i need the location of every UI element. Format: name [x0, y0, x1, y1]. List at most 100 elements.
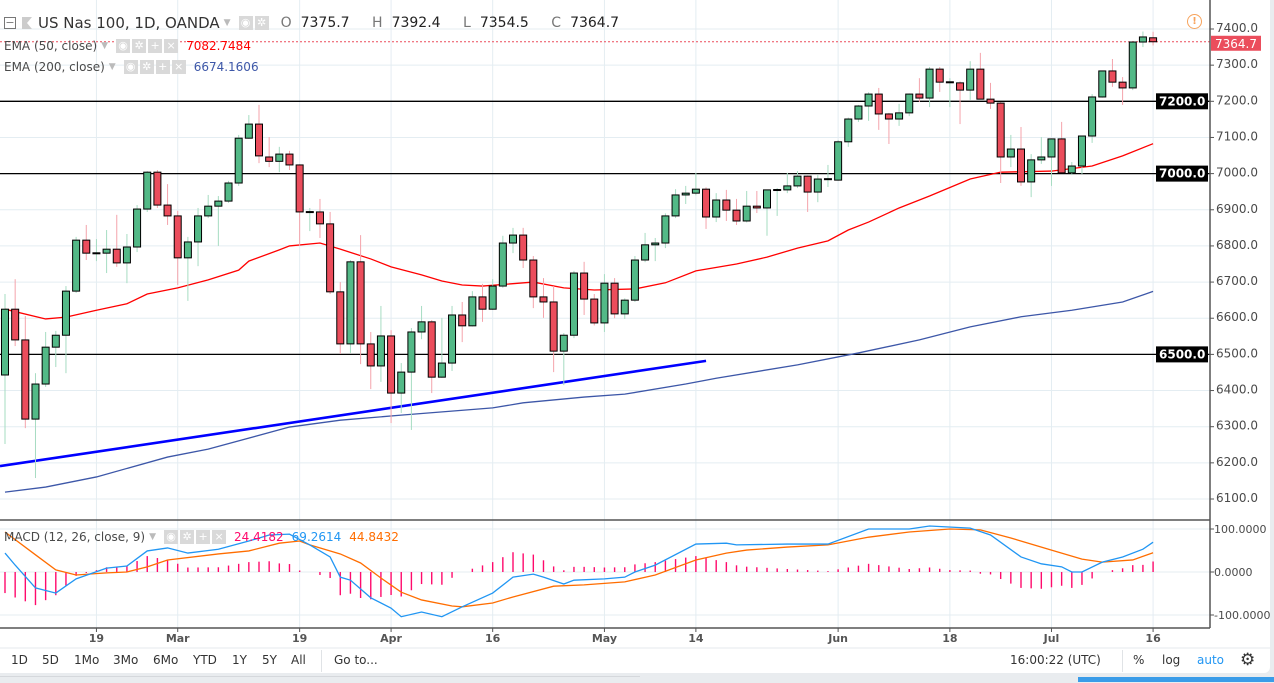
time-tick-label: Jul [1043, 632, 1060, 645]
price-tick-label: 7200.0 [1216, 93, 1258, 107]
candle [315, 198, 324, 238]
candle-body [519, 234, 528, 261]
candle-body [905, 93, 914, 114]
candle [590, 294, 599, 326]
candle [630, 256, 639, 302]
range-ytd-button[interactable]: YTD [193, 653, 217, 667]
plus-icon[interactable]: + [148, 39, 163, 53]
macd-tick-label: -100.0000 [1214, 609, 1270, 622]
chevron-down-icon[interactable]: ▼ [108, 62, 116, 72]
range-5d-button[interactable]: 5D [42, 653, 59, 667]
percent-toggle[interactable]: % [1133, 653, 1145, 667]
gear-icon[interactable]: ✲ [180, 530, 195, 544]
flag-icon[interactable] [22, 17, 32, 29]
eye-icon[interactable]: ◉ [123, 60, 138, 74]
candle [823, 164, 832, 187]
candle [214, 196, 223, 246]
range-6mo-button[interactable]: 6Mo [153, 653, 179, 667]
candle [61, 286, 70, 374]
candle-body [11, 308, 20, 341]
warning-icon[interactable]: ! [1187, 14, 1202, 29]
candle [854, 104, 863, 122]
macd-signal-value: 44.8432 [349, 530, 399, 544]
eye-icon[interactable]: ◉ [116, 39, 131, 53]
candle-body [1006, 148, 1015, 158]
range-all-button[interactable]: All [291, 653, 306, 667]
close-icon[interactable]: × [212, 530, 227, 544]
price-tick-label: 6500.0 [1216, 346, 1258, 360]
log-toggle[interactable]: log [1162, 653, 1181, 667]
collapse-icon[interactable]: − [4, 16, 16, 29]
candle [549, 286, 558, 373]
candle-body [661, 215, 670, 244]
macd-label[interactable]: MACD (12, 26, close, 9) [4, 530, 146, 544]
plus-icon[interactable]: + [155, 60, 170, 74]
macd-line-value: 69.2614 [291, 530, 342, 544]
ema50-label[interactable]: EMA (50, close) [4, 39, 98, 53]
candle [945, 78, 954, 108]
candle-body [620, 299, 629, 315]
candle-body [1088, 96, 1097, 137]
bottom-blue-bar[interactable] [1078, 677, 1274, 682]
candle-body [224, 182, 233, 202]
candle [651, 237, 660, 262]
chevron-down-icon[interactable]: ▼ [223, 18, 231, 28]
range-1y-button[interactable]: 1Y [232, 653, 247, 667]
candle-body [681, 192, 690, 196]
settings-gear-icon[interactable]: ⚙ [1240, 650, 1256, 670]
candle [834, 139, 843, 181]
candle-body [874, 93, 883, 115]
candle [21, 316, 30, 429]
range-1mo-button[interactable]: 1Mo [74, 653, 100, 667]
gear-icon[interactable]: ✲ [254, 16, 269, 30]
candle [895, 103, 904, 126]
candle [1047, 138, 1056, 186]
eye-icon[interactable]: ◉ [238, 16, 253, 30]
gear-icon[interactable]: ✲ [132, 39, 147, 53]
candle-body [417, 321, 426, 333]
close-icon[interactable]: × [171, 60, 186, 74]
utc-clock[interactable]: 16:00:22 (UTC) [1010, 653, 1101, 667]
candle [82, 224, 91, 261]
low-value: 7354.5 [479, 15, 529, 31]
candle [966, 61, 975, 100]
plus-icon[interactable]: + [196, 530, 211, 544]
ema200-label[interactable]: EMA (200, close) [4, 60, 105, 74]
candle-body [498, 242, 507, 287]
candle-body [183, 241, 192, 259]
range-5y-button[interactable]: 5Y [262, 653, 277, 667]
chevron-down-icon[interactable]: ▼ [149, 532, 157, 542]
goto-button[interactable]: Go to... [334, 653, 378, 667]
ema50-value: 7082.7484 [186, 39, 251, 53]
open-value: 7375.7 [300, 15, 350, 31]
auto-toggle[interactable]: auto [1197, 653, 1225, 667]
trendline[interactable] [0, 359, 707, 468]
candle [712, 193, 721, 223]
candle-body [976, 68, 985, 100]
candle [366, 331, 375, 390]
gear-icon[interactable]: ✲ [139, 60, 154, 74]
eye-icon[interactable]: ◉ [164, 530, 179, 544]
candle [610, 278, 619, 319]
candle-body [1138, 36, 1147, 43]
macd-legend: MACD (12, 26, close, 9) ▼ ◉ ✲ + × 24.4182 6… [4, 530, 399, 544]
price-tick-label: 7000.0 [1216, 166, 1258, 180]
range-3mo-button[interactable]: 3Mo [113, 653, 139, 667]
symbol-title[interactable]: US Nas 100, 1D, OANDA [38, 14, 220, 32]
candle-body [31, 383, 40, 420]
candle-body [153, 171, 162, 206]
price-tick-label: 6400.0 [1216, 383, 1258, 397]
candle-body [173, 215, 182, 259]
candle-body [437, 362, 446, 378]
candle [417, 305, 426, 340]
candle-body [823, 178, 832, 181]
candle-body [884, 113, 893, 120]
close-icon[interactable]: × [164, 39, 179, 53]
range-1d-button[interactable]: 1D [11, 653, 28, 667]
chevron-down-icon[interactable]: ▼ [101, 41, 109, 51]
candle [742, 190, 751, 223]
high-label: H [372, 15, 383, 31]
divider [1122, 650, 1123, 672]
